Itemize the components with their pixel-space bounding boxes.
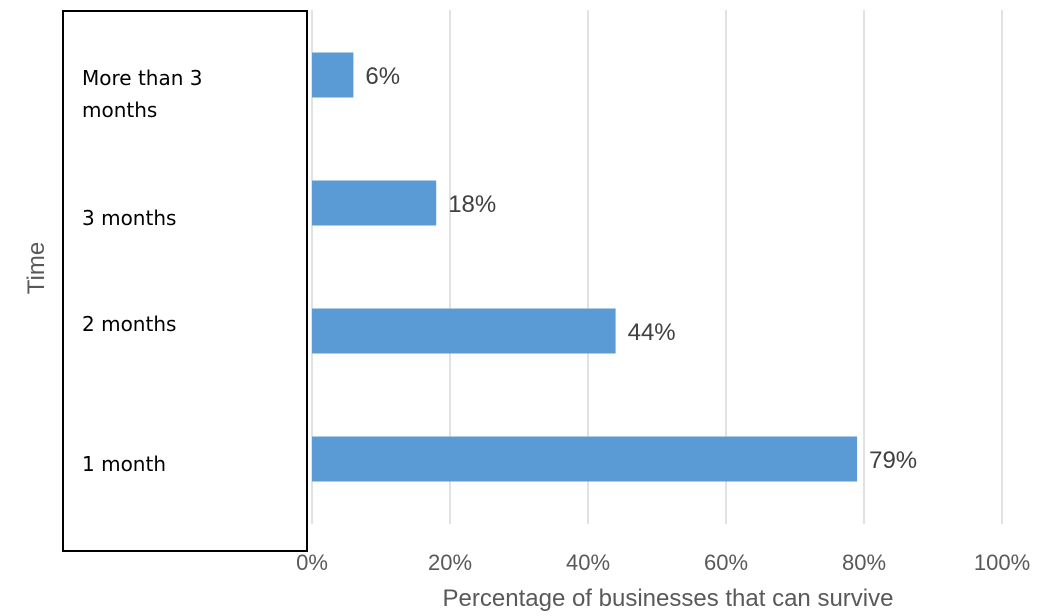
data-label: 6%	[365, 63, 400, 90]
x-tick-label: 20%	[428, 550, 472, 575]
x-tick-label: 0%	[296, 550, 328, 575]
bar	[312, 436, 858, 482]
data-label: 44%	[628, 319, 676, 346]
category-label-box: More than 3 months 3 months 2 months 1 m…	[62, 10, 308, 552]
bar	[312, 52, 354, 98]
category-label: 3 months	[82, 206, 177, 230]
data-labels: 6% 18% 44% 79%	[365, 63, 917, 474]
x-tick-label: 60%	[704, 550, 748, 575]
category-label: 2 months	[82, 312, 177, 336]
bar	[312, 180, 437, 226]
y-axis-title: Time	[23, 242, 50, 294]
x-axis-title: Percentage of businesses that can surviv…	[443, 585, 894, 612]
x-tick-label: 100%	[974, 550, 1030, 575]
bar	[312, 308, 616, 354]
data-label: 18%	[448, 191, 496, 218]
x-tick-label: 80%	[842, 550, 886, 575]
category-label: More than 3 months	[82, 66, 203, 122]
x-tick-labels: 0% 20% 40% 60% 80% 100%	[296, 550, 1030, 575]
category-label: 1 month	[82, 452, 166, 476]
x-tick-label: 40%	[566, 550, 610, 575]
data-label: 79%	[869, 447, 917, 474]
bars	[312, 52, 858, 482]
